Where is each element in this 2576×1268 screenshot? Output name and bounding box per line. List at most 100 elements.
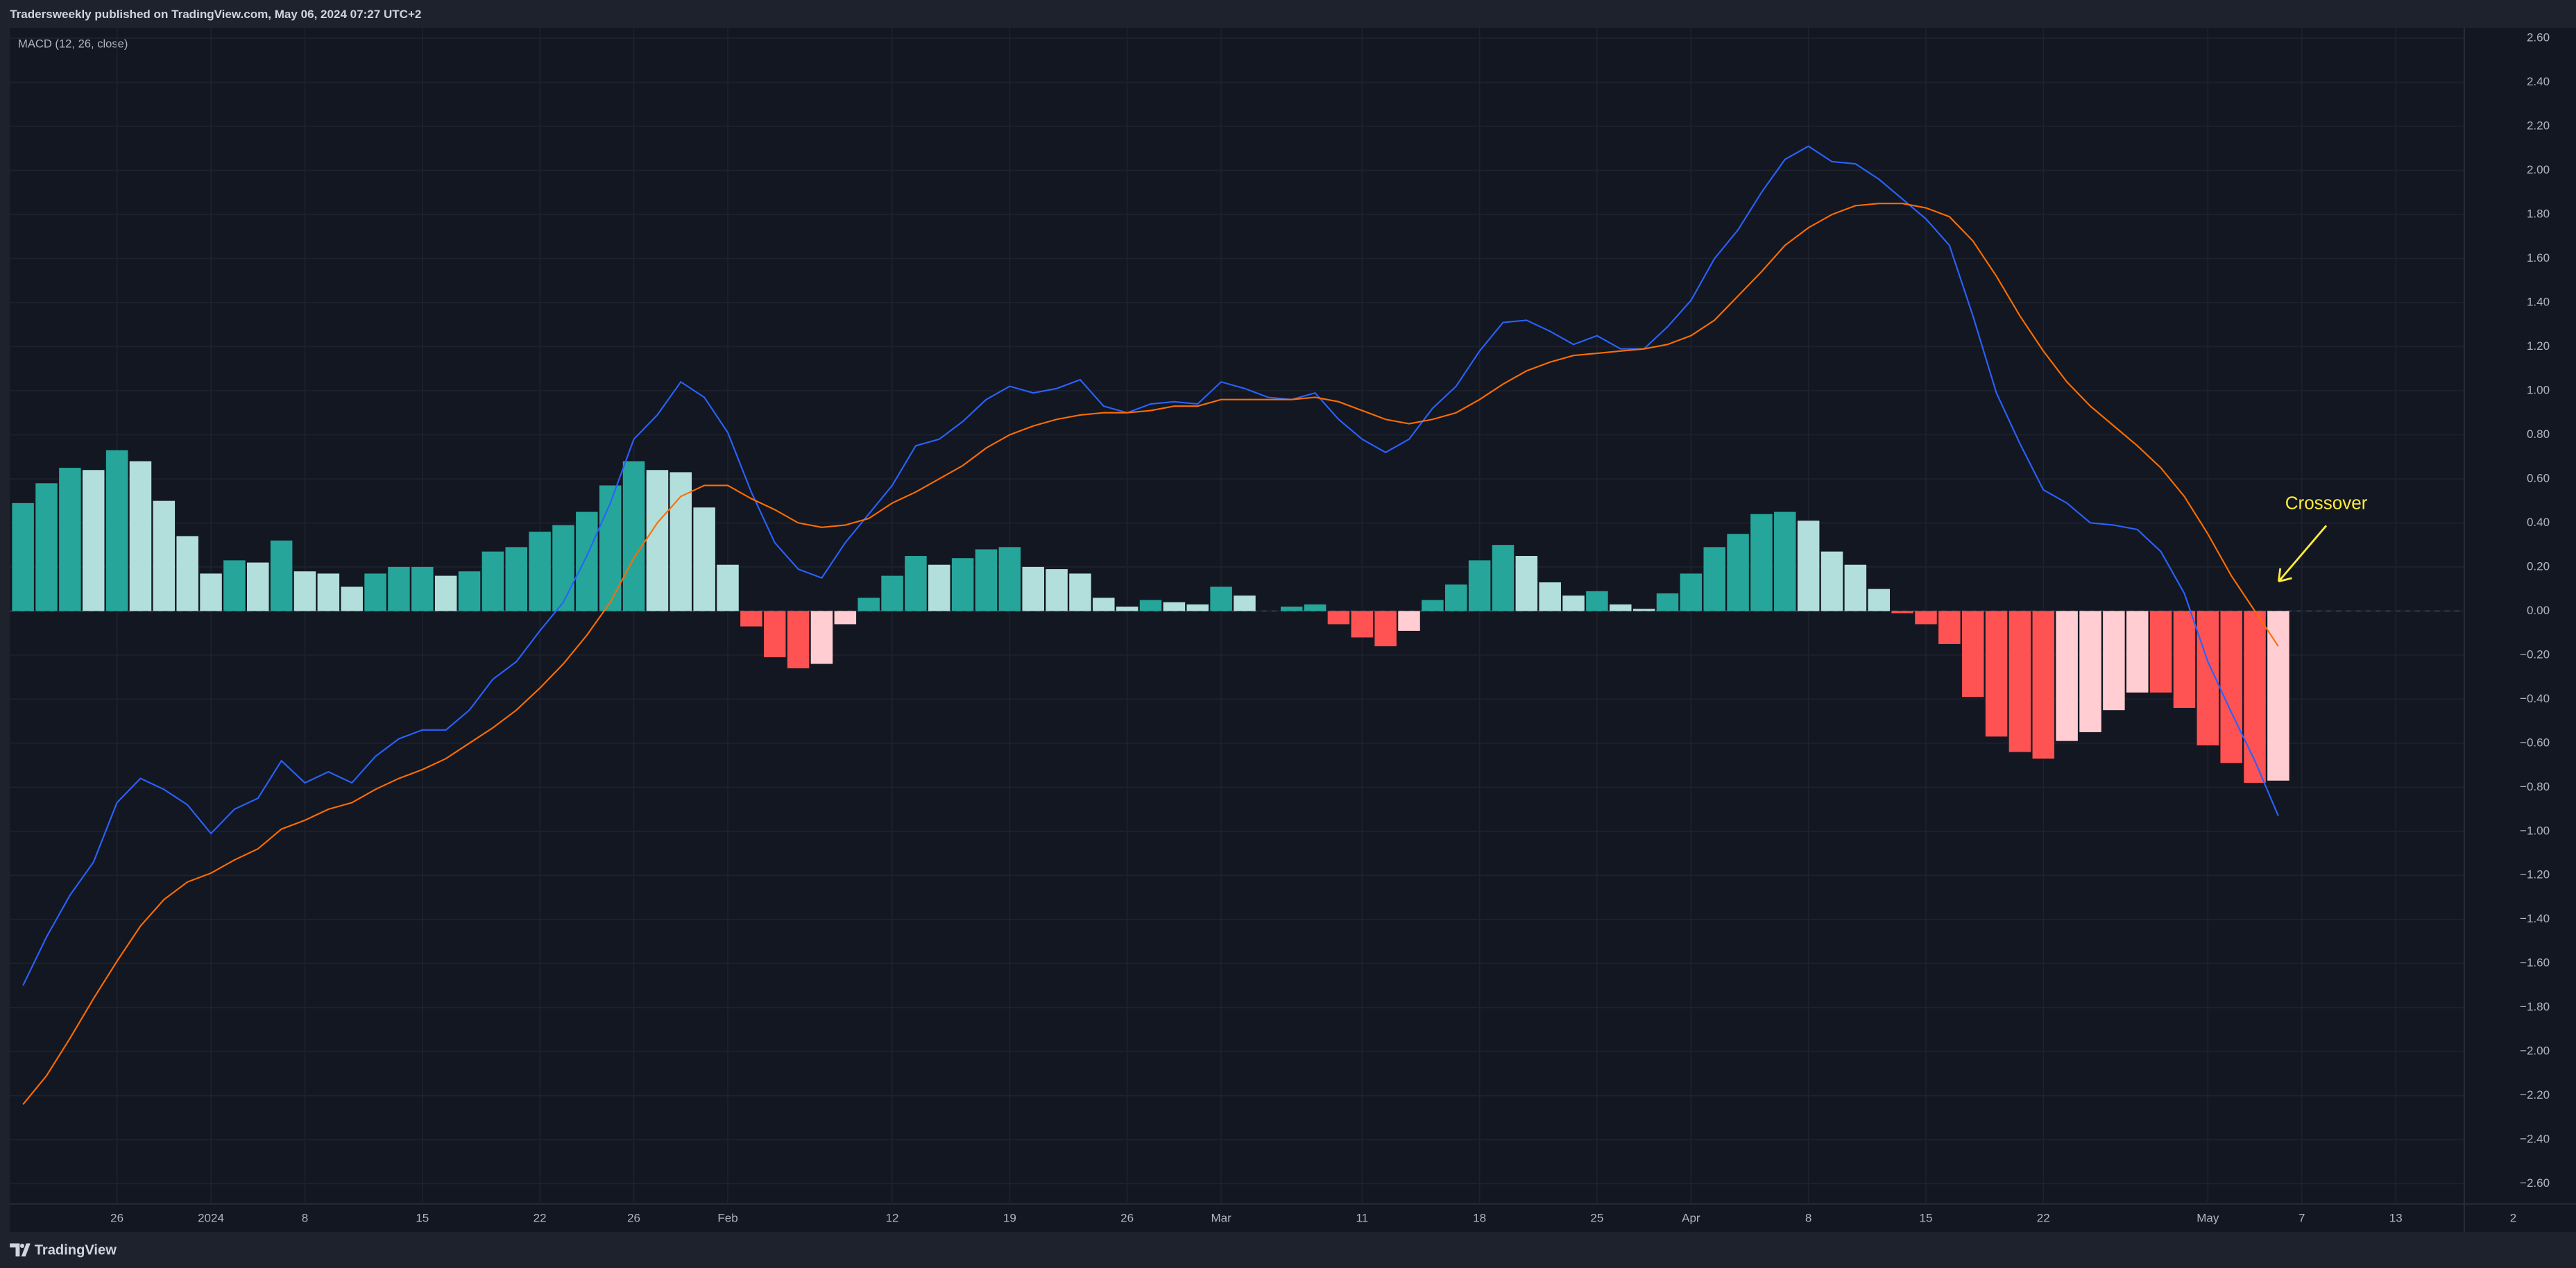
histogram-bar [2126, 611, 2149, 693]
y-tick-label: 1.80 [2527, 208, 2550, 221]
x-tick-label: 18 [1473, 1212, 1486, 1225]
histogram-bar [388, 566, 410, 611]
brand-text: TradingView [35, 1242, 117, 1258]
histogram-bar [2173, 611, 2196, 709]
histogram-bar [2032, 611, 2055, 759]
x-tick-label: Feb [717, 1212, 737, 1225]
histogram-bar [881, 575, 903, 611]
annotation-text: Crossover [2285, 492, 2368, 513]
x-tick-label: 7 [2298, 1212, 2305, 1225]
y-tick-label: 1.20 [2527, 339, 2550, 353]
x-tick-label: 11 [1356, 1212, 1368, 1225]
y-tick-label: −0.80 [2520, 780, 2550, 793]
histogram-bar [1327, 611, 1350, 625]
histogram-bar [951, 558, 974, 611]
histogram-bar [646, 470, 669, 611]
histogram-bar [35, 483, 58, 611]
histogram-bar [1586, 591, 1608, 611]
y-tick-label: −1.40 [2520, 912, 2550, 925]
histogram-bar [1304, 604, 1327, 611]
histogram-bar [1374, 611, 1397, 647]
annotation: Crossover [2277, 492, 2368, 583]
y-tick-label: −1.20 [2520, 868, 2550, 881]
y-tick-label: −0.20 [2520, 648, 2550, 661]
histogram-bar [59, 468, 81, 611]
histogram-bar [176, 536, 198, 611]
y-tick-label: 1.60 [2527, 251, 2550, 264]
x-tick-label: 26 [627, 1212, 640, 1225]
histogram-bar [740, 611, 762, 627]
x-tick-label: 13 [2389, 1212, 2403, 1225]
histogram-bar [1492, 545, 1515, 611]
histogram-bar [1820, 551, 1843, 611]
y-tick-label: 2.20 [2527, 119, 2550, 133]
histogram-bar [2103, 611, 2125, 711]
histogram-bar [1562, 595, 1585, 611]
chart-panel [10, 28, 2576, 1232]
histogram-bar [2008, 611, 2031, 752]
histogram-bar [810, 611, 833, 664]
histogram-bar [1398, 611, 1420, 631]
histogram-bar [105, 450, 128, 611]
histogram-bar [693, 507, 715, 611]
histogram-bar [1915, 611, 1937, 625]
y-tick-label: 1.40 [2527, 296, 2550, 309]
x-tick-label: 8 [302, 1212, 308, 1225]
line-series [22, 145, 2279, 986]
brand: TradingView [10, 1242, 117, 1258]
y-tick-label: 0.40 [2527, 516, 2550, 529]
histogram-bar [12, 502, 34, 611]
histogram-bar [1844, 564, 1867, 611]
y-tick-label: −0.60 [2520, 736, 2550, 749]
y-tick-label: 2.00 [2527, 163, 2550, 176]
x-tick-label: 19 [1003, 1212, 1016, 1225]
x-tick-label: Mar [1211, 1212, 1231, 1225]
histogram-bar [998, 547, 1021, 611]
y-tick-label: −1.80 [2520, 1000, 2550, 1013]
x-tick-label: 22 [534, 1212, 547, 1225]
histogram-bar [1961, 611, 1984, 698]
x-tick-label: 26 [110, 1212, 123, 1225]
line-series [22, 203, 2279, 1106]
histogram-bar [1515, 556, 1538, 611]
histogram-bar [1163, 602, 1186, 611]
histogram-bar [270, 540, 293, 611]
y-tick-label: −2.40 [2520, 1133, 2550, 1146]
histogram-bar [1210, 586, 1232, 611]
histogram-bar [2056, 611, 2078, 741]
grid [10, 28, 2464, 1204]
y-tick-label: −2.60 [2520, 1176, 2550, 1190]
histogram-bar [2149, 611, 2172, 693]
histogram-bar [2079, 611, 2101, 732]
y-tick-label: 0.80 [2527, 428, 2550, 441]
histogram-bar [247, 562, 269, 611]
histogram-bar [1186, 604, 1209, 611]
y-tick-label: −1.60 [2520, 956, 2550, 970]
y-tick-label: −1.00 [2520, 824, 2550, 837]
y-tick-label: 1.00 [2527, 383, 2550, 396]
x-tick-label: May [2197, 1212, 2219, 1225]
y-tick-label: −2.20 [2520, 1088, 2550, 1101]
histogram-bar [505, 547, 528, 611]
histogram-bar [411, 566, 434, 611]
histogram-bar [1797, 521, 1820, 611]
histogram-bar [1703, 547, 1725, 611]
histogram-bar [576, 512, 598, 611]
histogram-bar [1116, 607, 1138, 611]
histogram-bar [1139, 600, 1162, 611]
histogram-bar [1093, 598, 1115, 611]
histogram-bar [223, 560, 246, 611]
header-text: Tradersweekly published on TradingView.c… [10, 8, 421, 21]
histogram-bar [529, 532, 551, 611]
brand-logo-dot [19, 1243, 25, 1249]
histogram-bar [928, 564, 950, 611]
x-tick-label: 22 [2037, 1212, 2050, 1225]
axes: 2.60 2.40 2.20 2.00 1.80 1.60 1.40 1.20 1.00 0.80… [110, 31, 2550, 1225]
brand-logo [10, 1243, 31, 1257]
histogram-bar [552, 525, 574, 611]
histogram-bar [317, 573, 340, 611]
histogram-bar [2244, 611, 2266, 783]
histogram-bar [975, 549, 998, 611]
y-tick-label: 0.20 [2527, 559, 2550, 573]
